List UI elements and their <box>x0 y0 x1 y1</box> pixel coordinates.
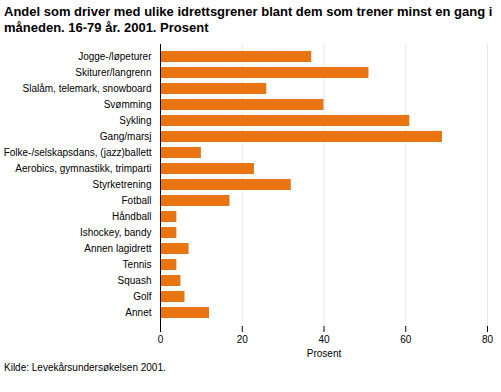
svg-text:Annen lagidrett: Annen lagidrett <box>84 243 151 254</box>
svg-text:Styrketrening: Styrketrening <box>93 179 152 190</box>
html-text:Andel som driver med ulike idr: Andel som driver med ulike idrettsgrener… <box>4 4 493 35</box>
svg-text:Fotball: Fotball <box>121 195 151 206</box>
svg-text:80: 80 <box>482 334 494 345</box>
svg-text:Gang/marsj: Gang/marsj <box>100 131 152 142</box>
html-text:Kilde: Levekårsundersøkelsen 2: Kilde: Levekårsundersøkelsen 2001. <box>4 362 166 373</box>
svg-text:Tennis: Tennis <box>123 259 152 270</box>
svg-text:Annet: Annet <box>125 307 151 318</box>
svg-text:0: 0 <box>158 334 164 345</box>
svg-text:Håndball: Håndball <box>112 211 151 222</box>
svg-text:Slalåm, telemark, snowboard: Slalåm, telemark, snowboard <box>23 83 152 94</box>
svg-text:Prosent: Prosent <box>307 348 342 359</box>
svg-text:Jogge-/løpeturer: Jogge-/løpeturer <box>78 51 152 62</box>
svg-text:Aerobics, gymnastikk, trimpart: Aerobics, gymnastikk, trimparti <box>15 163 151 174</box>
svg-text:20: 20 <box>237 334 249 345</box>
svg-text:Squash: Squash <box>118 275 152 286</box>
svg-text:Sykling: Sykling <box>119 115 151 126</box>
svg-text:Ishockey, bandy: Ishockey, bandy <box>80 227 152 238</box>
svg-text:Folke-/selskapsdans, (jazz)bal: Folke-/selskapsdans, (jazz)ballett <box>4 147 152 158</box>
svg-text:Svømming: Svømming <box>104 99 152 110</box>
svg-text:60: 60 <box>400 334 412 345</box>
svg-text:Skiturer/langrenn: Skiturer/langrenn <box>75 67 151 78</box>
svg-text:Golf: Golf <box>133 291 152 302</box>
svg-text:40: 40 <box>318 334 330 345</box>
